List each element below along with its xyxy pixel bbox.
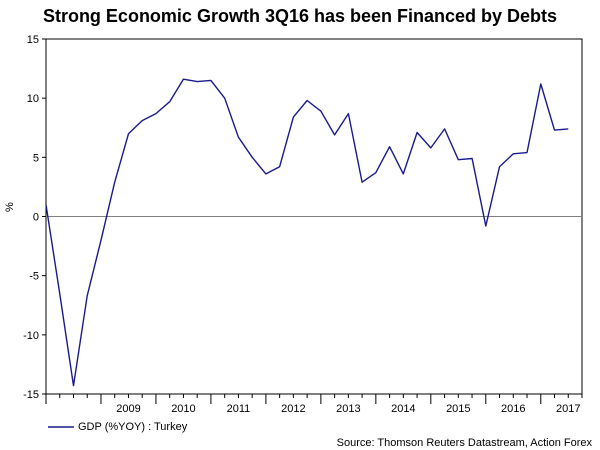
legend-entry-label: GDP (%YOY) : Turkey [78, 421, 188, 433]
y-tick-label: -15 [23, 389, 39, 401]
x-tick-label: 2016 [501, 403, 525, 415]
x-tick-label: 2009 [116, 403, 140, 415]
y-axis-label: % [4, 202, 16, 212]
y-tick-label: -5 [29, 271, 39, 283]
y-tick-label: 0 [33, 212, 39, 224]
source-note: Source: Thomson Reuters Datastream, Acti… [336, 437, 592, 449]
x-tick-label: 2017 [556, 403, 580, 415]
y-tick-label: 10 [27, 93, 39, 105]
x-tick-label: 2011 [227, 403, 251, 415]
x-tick-label: 2010 [171, 403, 195, 415]
x-tick-label: 2014 [391, 403, 415, 415]
x-tick-label: 2013 [336, 403, 360, 415]
y-tick-label: 15 [27, 34, 39, 46]
x-tick-label: 2015 [446, 403, 470, 415]
chart-title: Strong Economic Growth 3Q16 has been Fin… [42, 6, 558, 26]
x-tick-label: 2012 [281, 403, 305, 415]
y-tick-label: -10 [23, 330, 39, 342]
y-tick-label: 5 [33, 152, 39, 164]
series-line-gdp [45, 78, 569, 387]
